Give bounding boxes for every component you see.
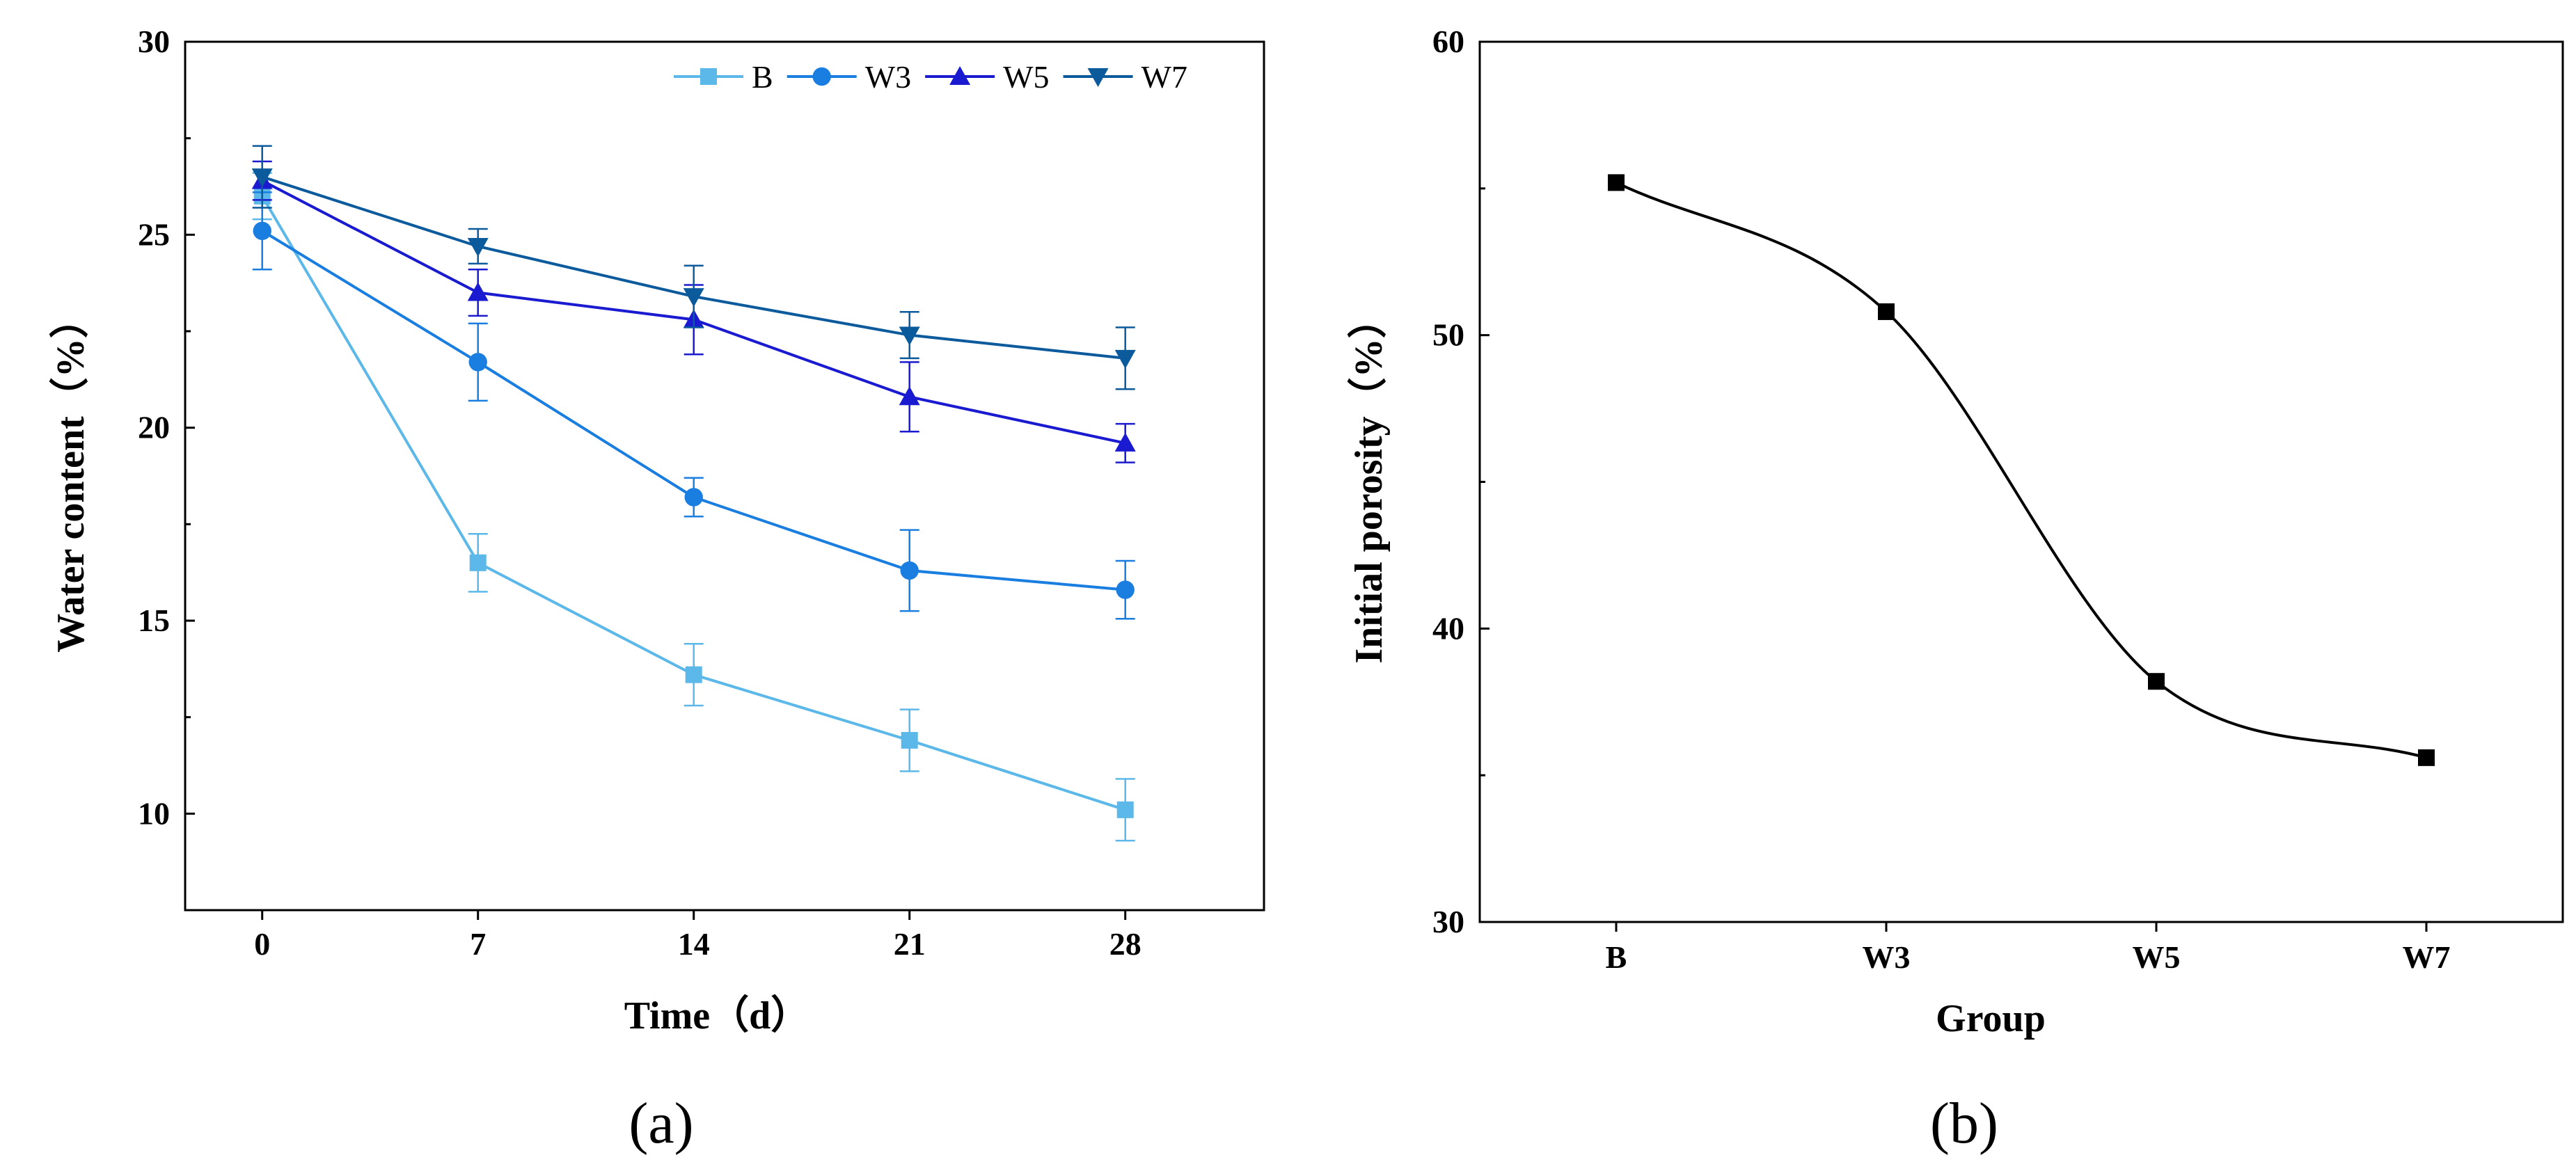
panel-a-y-tick-label: 25 xyxy=(138,216,170,252)
panel-a-chart: 10 15 20 25 30 0 7 14 21 28 B W3 W5 W7 Time（d） Wate… xyxy=(49,24,1265,1156)
legend-marker-w7 xyxy=(1087,68,1109,87)
data-point-w7 xyxy=(1114,349,1136,369)
panel-b-label: (b) xyxy=(1930,1091,1998,1156)
data-point-b xyxy=(1116,801,1134,818)
data-point-w7 xyxy=(251,168,273,188)
panel-b-x-tick-label: W3 xyxy=(1863,939,1911,975)
legend-label-w3: W3 xyxy=(865,59,911,95)
panel-b-x-tick-label: W7 xyxy=(2403,939,2451,975)
data-point-w7 xyxy=(683,288,704,308)
panel-a-x-tick-label: 14 xyxy=(678,926,710,962)
panel-a-y-tick-label: 15 xyxy=(138,603,170,638)
data-point-w3 xyxy=(900,561,919,580)
panel-b-y-tick-label: 50 xyxy=(1432,317,1464,353)
porosity-curve xyxy=(1615,181,2427,759)
panel-a-y-tick-label: 10 xyxy=(138,795,170,831)
panel-a-label: (a) xyxy=(629,1091,693,1156)
legend-label-w5: W5 xyxy=(1003,59,1049,95)
series-w3 xyxy=(252,191,1135,620)
panel-b-chart: 30 40 50 60 B W3 W5 W7 Group Initial porosity（… xyxy=(1347,24,2564,1156)
legend-marker-b xyxy=(700,68,717,85)
panel-b-y-axis-title: Initial porosity（%） xyxy=(1347,299,1391,663)
panel-b-y-tick-label: 60 xyxy=(1432,24,1464,59)
data-point-b xyxy=(1608,174,1625,191)
panel-b-x-tick-label: B xyxy=(1606,939,1627,975)
data-point-w7 xyxy=(467,237,489,257)
panel-a-y-tick-label: 30 xyxy=(138,24,170,59)
legend-label-w7: W7 xyxy=(1141,59,1187,95)
legend-marker-w5 xyxy=(949,66,971,85)
panel-a-y-axis-title: Water content（%） xyxy=(49,299,93,653)
panel-b-plot-frame xyxy=(1478,40,2564,923)
data-point-b xyxy=(685,666,702,683)
data-point-w3 xyxy=(684,488,703,507)
data-point-w5 xyxy=(467,282,489,301)
data-point-w3 xyxy=(1116,580,1135,599)
panel-a-x-tick-label: 21 xyxy=(894,926,926,962)
data-point-w7 xyxy=(2418,749,2435,766)
data-point-w3 xyxy=(468,353,487,372)
panel-a-x-axis-title: Time（d） xyxy=(624,994,810,1037)
panel-b-y-tick-label: 40 xyxy=(1432,610,1464,646)
data-point-b xyxy=(469,554,487,571)
legend-label-b: B xyxy=(752,59,773,95)
series-b xyxy=(252,172,1135,842)
data-point-w7 xyxy=(899,326,920,346)
panel-a-x-tick-label: 7 xyxy=(470,926,486,962)
data-point-w5 xyxy=(2148,673,2165,690)
data-point-w5 xyxy=(1114,432,1136,452)
panel-a-x-tick-label: 0 xyxy=(254,926,270,962)
legend-marker-w3 xyxy=(812,67,831,86)
panel-b-x-axis-title: Group xyxy=(1936,997,2046,1040)
panel-b-y-tick-label: 30 xyxy=(1432,904,1464,939)
panel-a-x-tick-label: 28 xyxy=(1109,926,1141,962)
panel-b-x-tick-label: W5 xyxy=(2133,939,2181,975)
data-point-b xyxy=(901,731,918,749)
series-w7 xyxy=(251,145,1136,390)
panel-a-plot-frame xyxy=(184,40,1265,912)
data-point-w5 xyxy=(899,386,920,406)
data-point-w3 xyxy=(253,221,271,240)
panel-a-y-tick-label: 20 xyxy=(138,410,170,445)
panel-a-legend: B W3 W5 W7 xyxy=(674,59,1187,95)
data-point-w3 xyxy=(1878,303,1895,320)
